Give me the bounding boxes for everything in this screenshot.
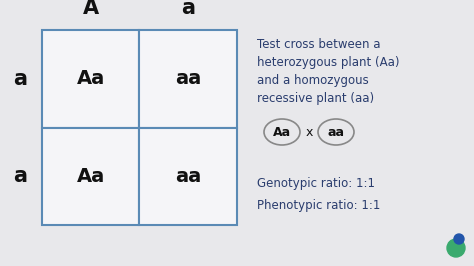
Text: aa: aa <box>175 69 201 88</box>
Text: Aa: Aa <box>273 126 291 139</box>
Text: Phenotypic ratio: 1:1: Phenotypic ratio: 1:1 <box>257 199 380 212</box>
Text: and a homozygous: and a homozygous <box>257 74 369 87</box>
Bar <box>42 127 139 225</box>
Circle shape <box>454 234 464 244</box>
Text: Aa: Aa <box>77 69 105 88</box>
Bar <box>42 30 139 127</box>
Text: Test cross between a: Test cross between a <box>257 38 381 51</box>
Text: a: a <box>13 69 27 89</box>
Bar <box>139 30 237 127</box>
Text: aa: aa <box>175 167 201 186</box>
Text: a: a <box>181 0 195 18</box>
Text: a: a <box>13 166 27 186</box>
Ellipse shape <box>264 119 300 145</box>
Text: A: A <box>82 0 99 18</box>
Text: aa: aa <box>328 126 345 139</box>
Text: Aa: Aa <box>77 167 105 186</box>
Ellipse shape <box>318 119 354 145</box>
Text: x: x <box>305 126 313 139</box>
Circle shape <box>447 239 465 257</box>
Text: recessive plant (aa): recessive plant (aa) <box>257 92 374 105</box>
Text: Genotypic ratio: 1:1: Genotypic ratio: 1:1 <box>257 177 375 190</box>
Bar <box>139 127 237 225</box>
Text: heterozygous plant (Aa): heterozygous plant (Aa) <box>257 56 400 69</box>
